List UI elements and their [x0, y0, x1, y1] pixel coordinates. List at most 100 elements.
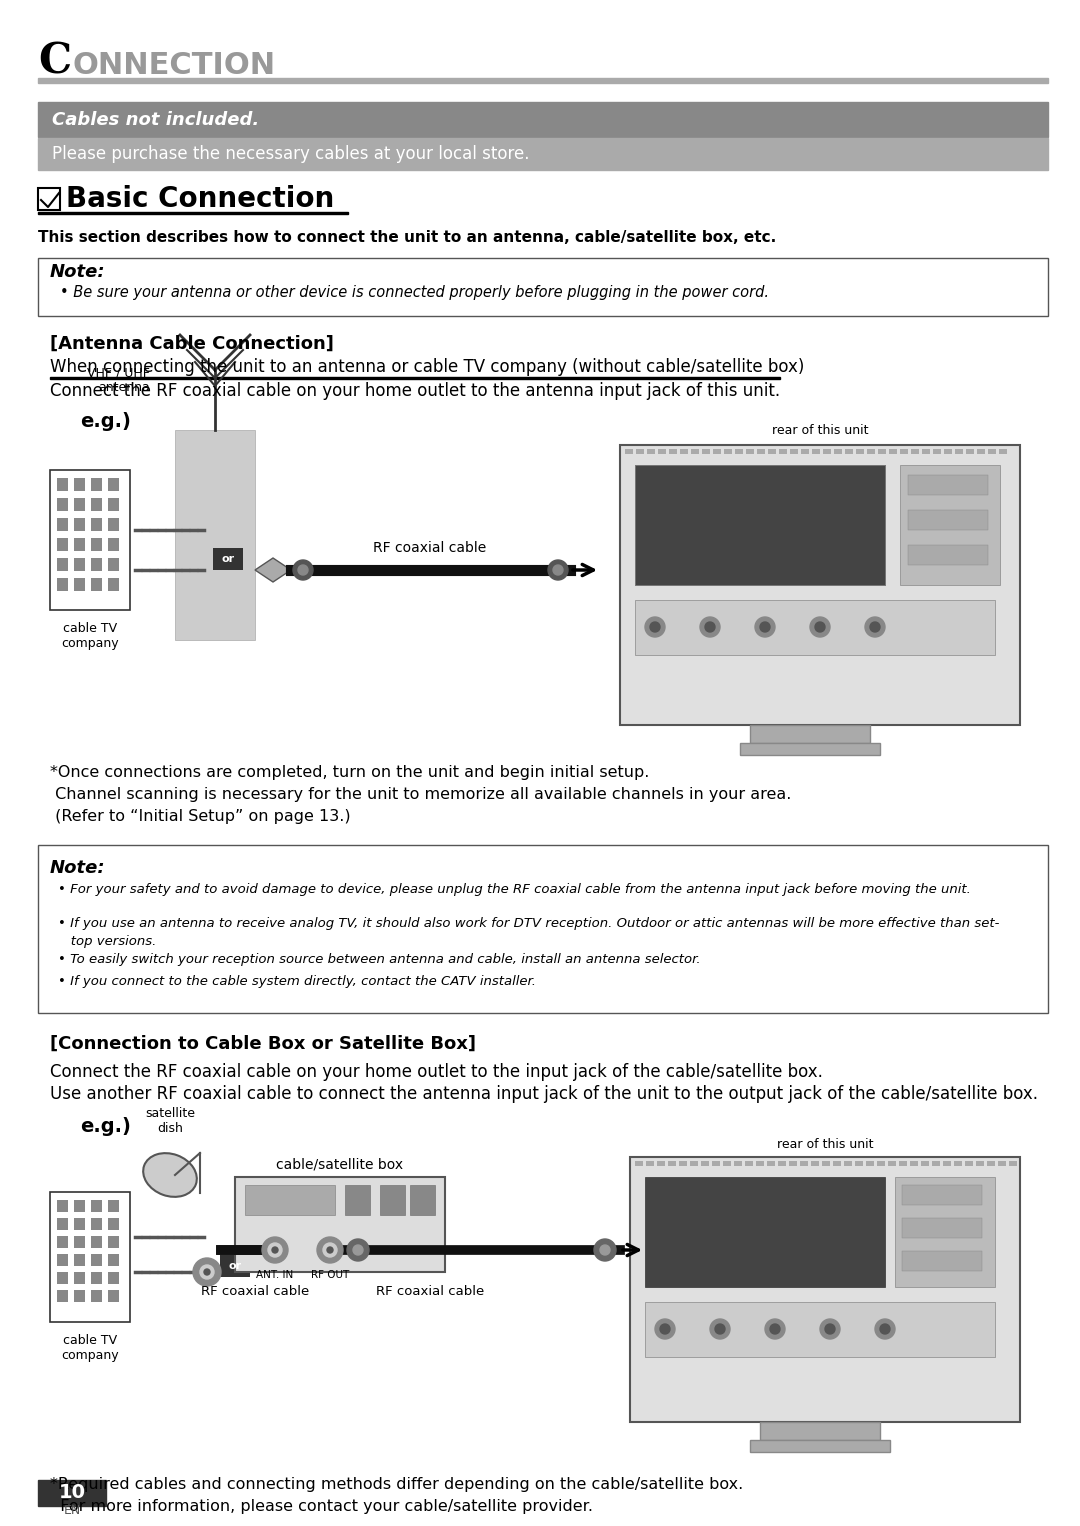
- Bar: [908, 510, 988, 530]
- Bar: [108, 578, 119, 591]
- Bar: [75, 497, 85, 511]
- Circle shape: [755, 617, 775, 636]
- Bar: [108, 497, 119, 511]
- Circle shape: [204, 1270, 210, 1276]
- Bar: [213, 548, 243, 571]
- Bar: [57, 559, 68, 571]
- Text: For more information, please contact your cable/satellite provider.: For more information, please contact you…: [50, 1499, 593, 1514]
- Bar: [987, 1161, 995, 1166]
- Bar: [976, 1161, 984, 1166]
- Bar: [669, 449, 677, 455]
- Bar: [75, 1199, 85, 1212]
- Bar: [220, 1254, 249, 1277]
- Circle shape: [327, 1247, 333, 1253]
- Bar: [635, 1161, 643, 1166]
- Bar: [701, 1161, 708, 1166]
- Bar: [900, 449, 908, 455]
- Text: RF coaxial cable: RF coaxial cable: [376, 1285, 484, 1299]
- Bar: [75, 578, 85, 591]
- Bar: [75, 1254, 85, 1267]
- Bar: [823, 449, 831, 455]
- Text: • If you connect to the cable system directly, contact the CATV installer.: • If you connect to the cable system dir…: [58, 975, 536, 987]
- Text: Connect the RF coaxial cable on your home outlet to the input jack of the cable/: Connect the RF coaxial cable on your hom…: [50, 1064, 823, 1080]
- Bar: [902, 1186, 982, 1206]
- Bar: [91, 478, 102, 491]
- Text: RF coaxial cable: RF coaxial cable: [374, 542, 487, 555]
- Text: Please purchase the necessary cables at your local store.: Please purchase the necessary cables at …: [52, 145, 529, 163]
- Bar: [889, 449, 897, 455]
- Bar: [768, 449, 777, 455]
- Bar: [822, 1161, 831, 1166]
- Bar: [91, 1218, 102, 1230]
- Bar: [878, 449, 886, 455]
- Text: rear of this unit: rear of this unit: [777, 1138, 874, 1152]
- Bar: [988, 449, 996, 455]
- Circle shape: [710, 1318, 730, 1338]
- Bar: [908, 475, 988, 494]
- Polygon shape: [255, 559, 291, 581]
- Text: *Once connections are completed, turn on the unit and begin initial setup.: *Once connections are completed, turn on…: [50, 765, 649, 780]
- Text: ONNECTION: ONNECTION: [72, 50, 275, 79]
- Text: This section describes how to connect the unit to an antenna, cable/satellite bo: This section describes how to connect th…: [38, 230, 777, 246]
- Bar: [750, 1441, 890, 1453]
- Circle shape: [650, 623, 660, 632]
- Text: C: C: [38, 41, 71, 82]
- Bar: [108, 1254, 119, 1267]
- Circle shape: [880, 1325, 890, 1334]
- Bar: [657, 1161, 665, 1166]
- Bar: [38, 188, 60, 211]
- Circle shape: [715, 1325, 725, 1334]
- Bar: [966, 449, 974, 455]
- Bar: [888, 1161, 896, 1166]
- Circle shape: [594, 1239, 616, 1260]
- Circle shape: [298, 565, 308, 575]
- Bar: [833, 1161, 841, 1166]
- Bar: [760, 1422, 880, 1441]
- Bar: [900, 465, 1000, 584]
- FancyBboxPatch shape: [38, 845, 1048, 1013]
- Bar: [75, 559, 85, 571]
- Circle shape: [645, 617, 665, 636]
- Circle shape: [654, 1318, 675, 1338]
- Circle shape: [347, 1239, 369, 1260]
- Circle shape: [272, 1247, 278, 1253]
- Bar: [740, 743, 880, 755]
- Bar: [91, 1236, 102, 1248]
- Bar: [91, 1199, 102, 1212]
- Bar: [380, 1186, 405, 1215]
- Bar: [57, 1273, 68, 1283]
- Text: e.g.): e.g.): [80, 1117, 131, 1135]
- Bar: [108, 559, 119, 571]
- Text: *Required cables and connecting methods differ depending on the cable/satellite : *Required cables and connecting methods …: [50, 1477, 743, 1492]
- Bar: [75, 517, 85, 531]
- Bar: [1009, 1161, 1017, 1166]
- Bar: [943, 1161, 951, 1166]
- Bar: [669, 1161, 676, 1166]
- Bar: [75, 1236, 85, 1248]
- Text: • For your safety and to avoid damage to device, please unplug the RF coaxial ca: • For your safety and to avoid damage to…: [58, 884, 971, 896]
- Text: VHF / UHF
antenna: VHF / UHF antenna: [87, 366, 150, 394]
- Circle shape: [705, 623, 715, 632]
- Bar: [91, 1289, 102, 1302]
- Bar: [856, 449, 864, 455]
- Bar: [75, 539, 85, 551]
- Bar: [91, 1273, 102, 1283]
- Circle shape: [553, 565, 563, 575]
- Bar: [91, 517, 102, 531]
- Bar: [713, 449, 721, 455]
- Bar: [789, 449, 798, 455]
- Bar: [723, 1161, 731, 1166]
- Bar: [800, 1161, 808, 1166]
- Circle shape: [875, 1318, 895, 1338]
- Bar: [636, 449, 644, 455]
- Text: Connect the RF coaxial cable on your home outlet to the antenna input jack of th: Connect the RF coaxial cable on your hom…: [50, 382, 780, 400]
- Bar: [38, 212, 348, 214]
- Text: EN: EN: [64, 1503, 81, 1517]
- Circle shape: [820, 1318, 840, 1338]
- FancyBboxPatch shape: [38, 258, 1048, 316]
- Circle shape: [323, 1244, 337, 1257]
- Bar: [966, 1161, 973, 1166]
- Bar: [779, 449, 787, 455]
- Bar: [690, 1161, 698, 1166]
- Text: Cables not included.: Cables not included.: [52, 111, 259, 130]
